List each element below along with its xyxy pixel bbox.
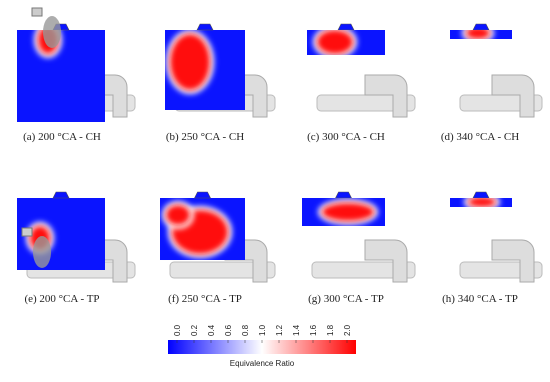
rich-region: [166, 205, 190, 225]
spray: [33, 236, 51, 268]
mixture-field: [313, 30, 357, 55]
colorbar-tick-label: 0.2: [190, 324, 199, 336]
rich-region: [322, 203, 374, 221]
colorbar-tick-label: 0.6: [224, 324, 233, 336]
colorbar-tick-label: 1.8: [326, 324, 335, 336]
colorbar-tick-label: 0.0: [173, 324, 182, 336]
valve: [491, 74, 535, 118]
mixture-field: [464, 198, 500, 207]
colorbar-tick-label: 1.2: [275, 324, 284, 336]
valve: [364, 239, 408, 283]
injector: [31, 7, 43, 17]
rich-region: [468, 198, 496, 207]
chamber-dome: [472, 191, 490, 199]
chamber-dome: [196, 23, 214, 31]
piston: [311, 261, 416, 279]
piston: [169, 261, 276, 279]
rich-region: [317, 30, 353, 54]
panel-caption: (h) 340 °CA - TP: [442, 293, 518, 305]
rich-region: [170, 34, 210, 90]
cfd-panels: (a) 200 °CA - CH (b) 250 °CA - CH (c) 300 …: [17, 7, 543, 368]
panel-caption: (b) 250 °CA - CH: [166, 131, 244, 143]
injector: [21, 227, 33, 237]
rich-region: [466, 30, 490, 39]
colorbar: [168, 340, 356, 354]
panel-caption: (c) 300 °CA - CH: [307, 131, 385, 143]
mixture-field: [166, 30, 214, 94]
valve: [491, 239, 535, 283]
colorbar-tick-label: 0.4: [207, 324, 216, 336]
spray: [43, 16, 61, 48]
chamber-dome: [194, 191, 211, 199]
panel-caption: (d) 340 °CA - CH: [441, 131, 519, 143]
panel-caption: (f) 250 °CA - TP: [168, 293, 242, 305]
mixture-field: [318, 199, 378, 225]
mixture-field: [162, 201, 232, 258]
colorbar-tick-label: 1.0: [258, 324, 267, 336]
colorbar-tick-label: 0.8: [241, 324, 250, 336]
chamber-dome: [337, 23, 355, 31]
colorbar-tick-label: 1.6: [309, 324, 318, 336]
colorbar-tick-label: 1.4: [292, 324, 301, 336]
panel-caption: (a) 200 °CA - CH: [23, 131, 101, 143]
panel-caption: (e) 200 °CA - TP: [24, 293, 99, 305]
valve: [364, 74, 408, 118]
chamber-dome: [472, 23, 490, 31]
colorbar-label: Equivalence Ratio: [230, 359, 295, 368]
mixture-field: [462, 30, 494, 39]
colorbar-tick-label: 2.0: [343, 324, 352, 336]
panel-caption: (g) 300 °CA - TP: [308, 293, 384, 305]
chamber-dome: [335, 191, 352, 199]
chamber-dome: [52, 191, 70, 199]
